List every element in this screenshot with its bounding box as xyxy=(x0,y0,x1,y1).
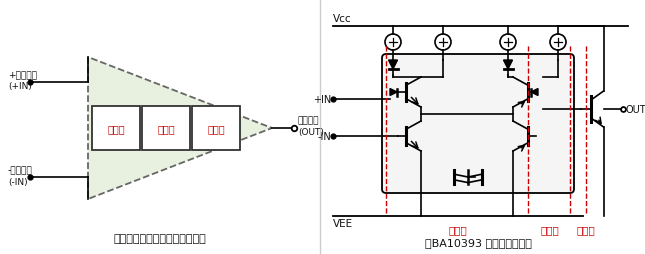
Polygon shape xyxy=(388,61,397,70)
Bar xyxy=(142,107,190,150)
Text: (+IN): (+IN) xyxy=(8,82,32,91)
Text: 输入段: 输入段 xyxy=(449,224,468,234)
Text: 【普通比较器的内部电路结构】: 【普通比较器的内部电路结构】 xyxy=(114,233,206,243)
Text: -IN: -IN xyxy=(317,132,331,141)
Text: Vcc: Vcc xyxy=(333,14,352,24)
Text: +输入引脚: +输入引脚 xyxy=(8,71,37,80)
Polygon shape xyxy=(88,58,272,199)
Polygon shape xyxy=(504,61,513,70)
Bar xyxy=(92,107,140,150)
Text: -输入引脚: -输入引脚 xyxy=(8,166,33,175)
Text: VEE: VEE xyxy=(333,218,353,228)
Bar xyxy=(192,107,240,150)
Text: 增益段: 增益段 xyxy=(541,224,559,234)
Text: (OUT): (OUT) xyxy=(298,128,324,137)
Text: +IN: +IN xyxy=(313,95,331,105)
Polygon shape xyxy=(390,89,397,96)
Text: 增益段: 增益段 xyxy=(157,123,175,133)
Text: OUT: OUT xyxy=(626,105,645,115)
Polygon shape xyxy=(531,89,538,96)
Text: 输入段: 输入段 xyxy=(107,123,125,133)
FancyBboxPatch shape xyxy=(382,55,574,193)
Text: 【BA10393 内部等效电路】: 【BA10393 内部等效电路】 xyxy=(424,237,531,247)
Text: 输出段: 输出段 xyxy=(207,123,225,133)
Text: 输出段: 输出段 xyxy=(577,224,595,234)
Text: 输出引脚: 输出引脚 xyxy=(298,116,319,125)
Text: (-IN): (-IN) xyxy=(8,177,28,186)
